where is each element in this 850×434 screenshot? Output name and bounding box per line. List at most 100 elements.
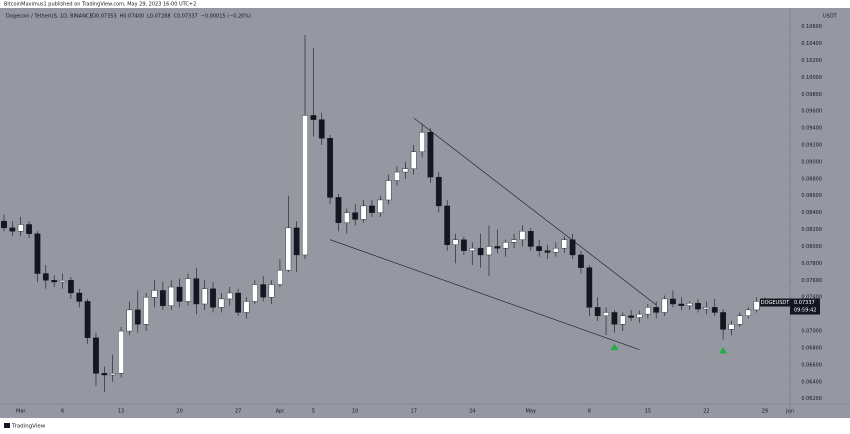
x-tick-label: 6 — [61, 409, 64, 415]
x-tick-label: 24 — [469, 409, 475, 415]
candle-body — [293, 227, 300, 256]
legend-symbol: Dogecoin / TetherUS, 1D, BINANCE — [6, 14, 93, 20]
y-tick-label: 0.10600 — [801, 24, 822, 30]
candle-body — [544, 250, 551, 253]
candle-body — [42, 273, 49, 281]
x-tick-label: 22 — [703, 409, 709, 415]
candle-body — [670, 298, 676, 305]
candle-body — [193, 278, 200, 305]
candle-body — [502, 242, 509, 249]
y-tick-label: 0.08200 — [801, 227, 822, 233]
logo-mark — [4, 423, 10, 428]
footer-brand: TradingView — [11, 424, 46, 430]
marker-triangle — [719, 346, 728, 354]
currency-label: USDT — [823, 14, 838, 20]
candle-body — [745, 309, 752, 317]
candle-body — [695, 302, 701, 310]
candle-body — [435, 176, 442, 207]
candle-body — [461, 239, 467, 251]
candle-body — [352, 212, 359, 220]
candle-body — [251, 284, 258, 302]
legend-value: L0.07288 — [147, 14, 170, 20]
y-tick-label: 0.06600 — [801, 362, 822, 368]
candle-body — [377, 199, 384, 213]
candle-body — [327, 138, 333, 198]
candle-body — [486, 246, 492, 256]
candle-body — [310, 115, 317, 120]
y-tick-label: 0.10200 — [801, 58, 822, 64]
candle-body — [636, 313, 643, 318]
y-tick-label: 0.08800 — [801, 176, 822, 182]
candle-body — [360, 205, 367, 220]
x-tick-label: 15 — [645, 409, 651, 415]
candle-body — [118, 330, 124, 374]
candle-body — [26, 224, 32, 234]
x-tick-label: 8 — [588, 409, 591, 415]
candle-body — [9, 227, 16, 232]
candle-body — [93, 337, 99, 374]
candle-body — [552, 247, 559, 253]
candle-body — [168, 286, 175, 306]
chart-background — [0, 8, 850, 418]
candle-body — [410, 151, 417, 169]
candle-body — [268, 284, 275, 298]
candle-body — [477, 247, 484, 256]
candle-body — [653, 307, 660, 313]
candle-body — [736, 315, 743, 325]
symbol-label-box — [760, 298, 790, 307]
x-tick-label: 13 — [118, 409, 124, 415]
y-tick-label: 0.09200 — [801, 142, 822, 148]
footer-logo: TradingView — [4, 423, 46, 430]
y-tick-label: 0.08600 — [801, 193, 822, 199]
candle-body — [452, 239, 459, 245]
y-tick-label: 0.06400 — [801, 379, 822, 385]
candle-body — [402, 168, 409, 173]
candle-body — [686, 302, 693, 306]
candle-body — [536, 246, 543, 251]
candle-body — [260, 284, 267, 298]
x-tick-label: 27 — [235, 409, 241, 415]
y-tick-label: 0.07400 — [801, 295, 822, 301]
symbol-label: DOGEUSDT — [761, 300, 791, 306]
candle-body — [17, 224, 24, 232]
y-tick-label: 0.09000 — [801, 159, 822, 165]
candle-body — [628, 315, 635, 318]
candle-body — [703, 307, 710, 310]
y-tick-label: 0.08000 — [801, 244, 822, 250]
x-tick-label: Apr — [276, 409, 286, 415]
y-tick-label: 0.06200 — [801, 396, 822, 402]
y-tick-label: 0.09400 — [801, 126, 822, 132]
candle-body — [603, 312, 609, 317]
candle-body — [176, 286, 183, 302]
candle-body — [134, 309, 141, 325]
candle-body — [143, 297, 150, 325]
candle-body — [302, 115, 308, 256]
candle-body — [159, 290, 166, 306]
price-label: 0.07337 — [794, 300, 815, 306]
y-tick-label: 0.10000 — [801, 75, 822, 81]
candle-body — [335, 197, 342, 223]
candle-body — [619, 315, 626, 325]
candle-body — [277, 269, 283, 285]
candle-body — [644, 307, 651, 315]
y-tick-label: 0.07000 — [801, 329, 822, 335]
price-label-box — [790, 298, 820, 315]
candle-body — [218, 298, 225, 308]
y-tick-label: 0.07600 — [801, 278, 822, 284]
candle-body — [594, 307, 601, 317]
candle-body — [720, 312, 726, 330]
candle-body — [243, 301, 250, 313]
candle-body — [101, 373, 108, 376]
candle-body — [569, 239, 576, 256]
candle-body — [226, 292, 233, 300]
legend-value: O0.07353 — [92, 14, 117, 20]
y-tick-label: 0.09800 — [801, 92, 822, 98]
candle-body — [444, 205, 451, 245]
candle-body — [68, 280, 74, 294]
candle-body — [385, 180, 392, 201]
candle-body — [678, 303, 685, 306]
candle-body — [519, 231, 526, 240]
legend-value: −0.00015 (−0.20%) — [201, 14, 251, 20]
candle-body — [419, 132, 425, 152]
